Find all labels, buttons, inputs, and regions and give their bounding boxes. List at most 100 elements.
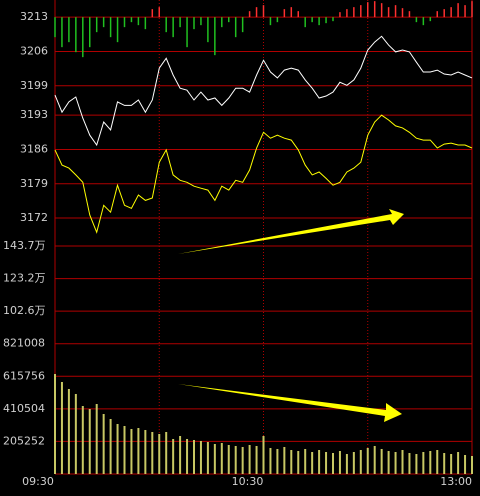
volume-bar xyxy=(276,448,279,474)
strength-bar xyxy=(61,17,63,48)
volume-bar xyxy=(283,446,286,474)
strength-bar xyxy=(193,17,195,30)
volume-bar xyxy=(220,442,223,474)
strength-bar xyxy=(332,17,334,22)
volume-bar xyxy=(213,443,216,474)
volume-bar xyxy=(304,448,307,474)
strength-bar xyxy=(214,17,216,56)
volume-bar xyxy=(422,452,425,474)
volume-bar xyxy=(408,453,411,474)
volume-bar xyxy=(471,456,473,474)
y-tick-label: 3193 xyxy=(20,108,48,121)
volume-bar xyxy=(380,448,383,474)
volume-bar xyxy=(227,444,230,474)
strength-bar xyxy=(339,12,341,18)
x-tick-label: 13:00 xyxy=(440,475,472,488)
strength-bar xyxy=(82,17,84,58)
marks xyxy=(54,1,473,474)
strength-bar xyxy=(422,17,425,26)
x-tick-label: 10:30 xyxy=(232,475,264,488)
strength-bar xyxy=(221,17,223,28)
strength-bar xyxy=(353,7,355,18)
strength-bar xyxy=(360,5,362,18)
volume-bar xyxy=(318,450,321,474)
volume-bar xyxy=(443,453,446,474)
strength-bar xyxy=(207,17,209,43)
volume-bar xyxy=(165,431,168,474)
y-tick-label: 615756 xyxy=(3,369,45,382)
strength-bar xyxy=(262,5,265,18)
volume-bar xyxy=(74,393,77,474)
strength-bar xyxy=(325,17,327,24)
strength-bar xyxy=(283,9,286,18)
volume-bar xyxy=(67,388,70,474)
volume-bar xyxy=(151,431,154,474)
y-tick-label: 143.7万 xyxy=(3,239,46,252)
y-tick-label: 123.2万 xyxy=(3,272,46,285)
strength-bar xyxy=(228,17,230,23)
strength-bar xyxy=(95,17,98,33)
volume-bar xyxy=(338,451,341,474)
strength-bar xyxy=(241,17,244,33)
strength-bar xyxy=(429,17,432,22)
volume-bar xyxy=(234,445,237,474)
x-tick-label: 09:30 xyxy=(22,475,54,488)
volume-bar xyxy=(144,429,147,474)
strength-bar xyxy=(116,17,119,43)
volume-bar xyxy=(123,425,126,474)
strength-bar xyxy=(172,17,174,38)
strength-bar xyxy=(380,3,383,18)
strength-bar xyxy=(179,17,181,28)
strength-bar xyxy=(290,7,293,18)
y-tick-label: 205252 xyxy=(3,434,45,447)
volume-bar xyxy=(366,447,369,474)
strength-bar xyxy=(464,5,466,18)
strength-bar xyxy=(123,17,126,28)
volume-bar xyxy=(325,452,328,474)
strength-bar xyxy=(443,9,445,18)
volume-bar xyxy=(297,451,300,474)
volume-bar xyxy=(193,439,195,474)
volume-bar xyxy=(457,452,460,474)
volume-bar xyxy=(359,450,362,474)
strength-bar xyxy=(408,11,411,18)
strength-bar xyxy=(436,11,438,18)
y-tick-label: 3199 xyxy=(20,79,48,92)
strength-bar xyxy=(248,11,251,18)
volume-bar xyxy=(401,450,404,474)
strength-bar xyxy=(151,9,154,18)
volume-bar xyxy=(95,404,98,474)
strength-bar xyxy=(304,17,306,28)
volume-bar xyxy=(60,381,63,474)
strength-bar xyxy=(401,8,404,18)
strength-bar xyxy=(255,7,258,18)
strength-bar xyxy=(68,17,70,43)
strength-bar xyxy=(234,17,237,38)
volume-bar xyxy=(255,445,258,474)
strength-bar xyxy=(75,17,77,53)
strength-bar xyxy=(297,11,299,18)
y-tick-label: 3186 xyxy=(20,142,48,155)
strength-bar xyxy=(144,17,147,30)
strength-bar xyxy=(450,7,452,18)
volume-bar xyxy=(311,452,314,474)
volume-bar xyxy=(81,406,84,474)
y-tick-label: 3179 xyxy=(20,177,48,190)
volume-bar xyxy=(387,451,390,474)
y-tick-label: 102.6万 xyxy=(3,304,46,317)
y-tick-label: 821008 xyxy=(3,337,45,350)
volume-bar xyxy=(179,435,182,474)
volume-bar xyxy=(290,450,293,474)
volume-bar xyxy=(137,427,140,474)
strength-bar xyxy=(102,17,105,28)
y-tick-label: 3213 xyxy=(20,10,48,23)
volume-bar xyxy=(269,447,272,474)
volume-bar xyxy=(450,454,453,474)
y-tick-label: 3172 xyxy=(20,211,48,224)
volume-bar xyxy=(199,440,202,474)
strength-bar xyxy=(311,17,313,23)
volume-bar xyxy=(116,423,119,474)
strength-bar xyxy=(269,17,272,26)
strength-bar xyxy=(394,5,397,18)
